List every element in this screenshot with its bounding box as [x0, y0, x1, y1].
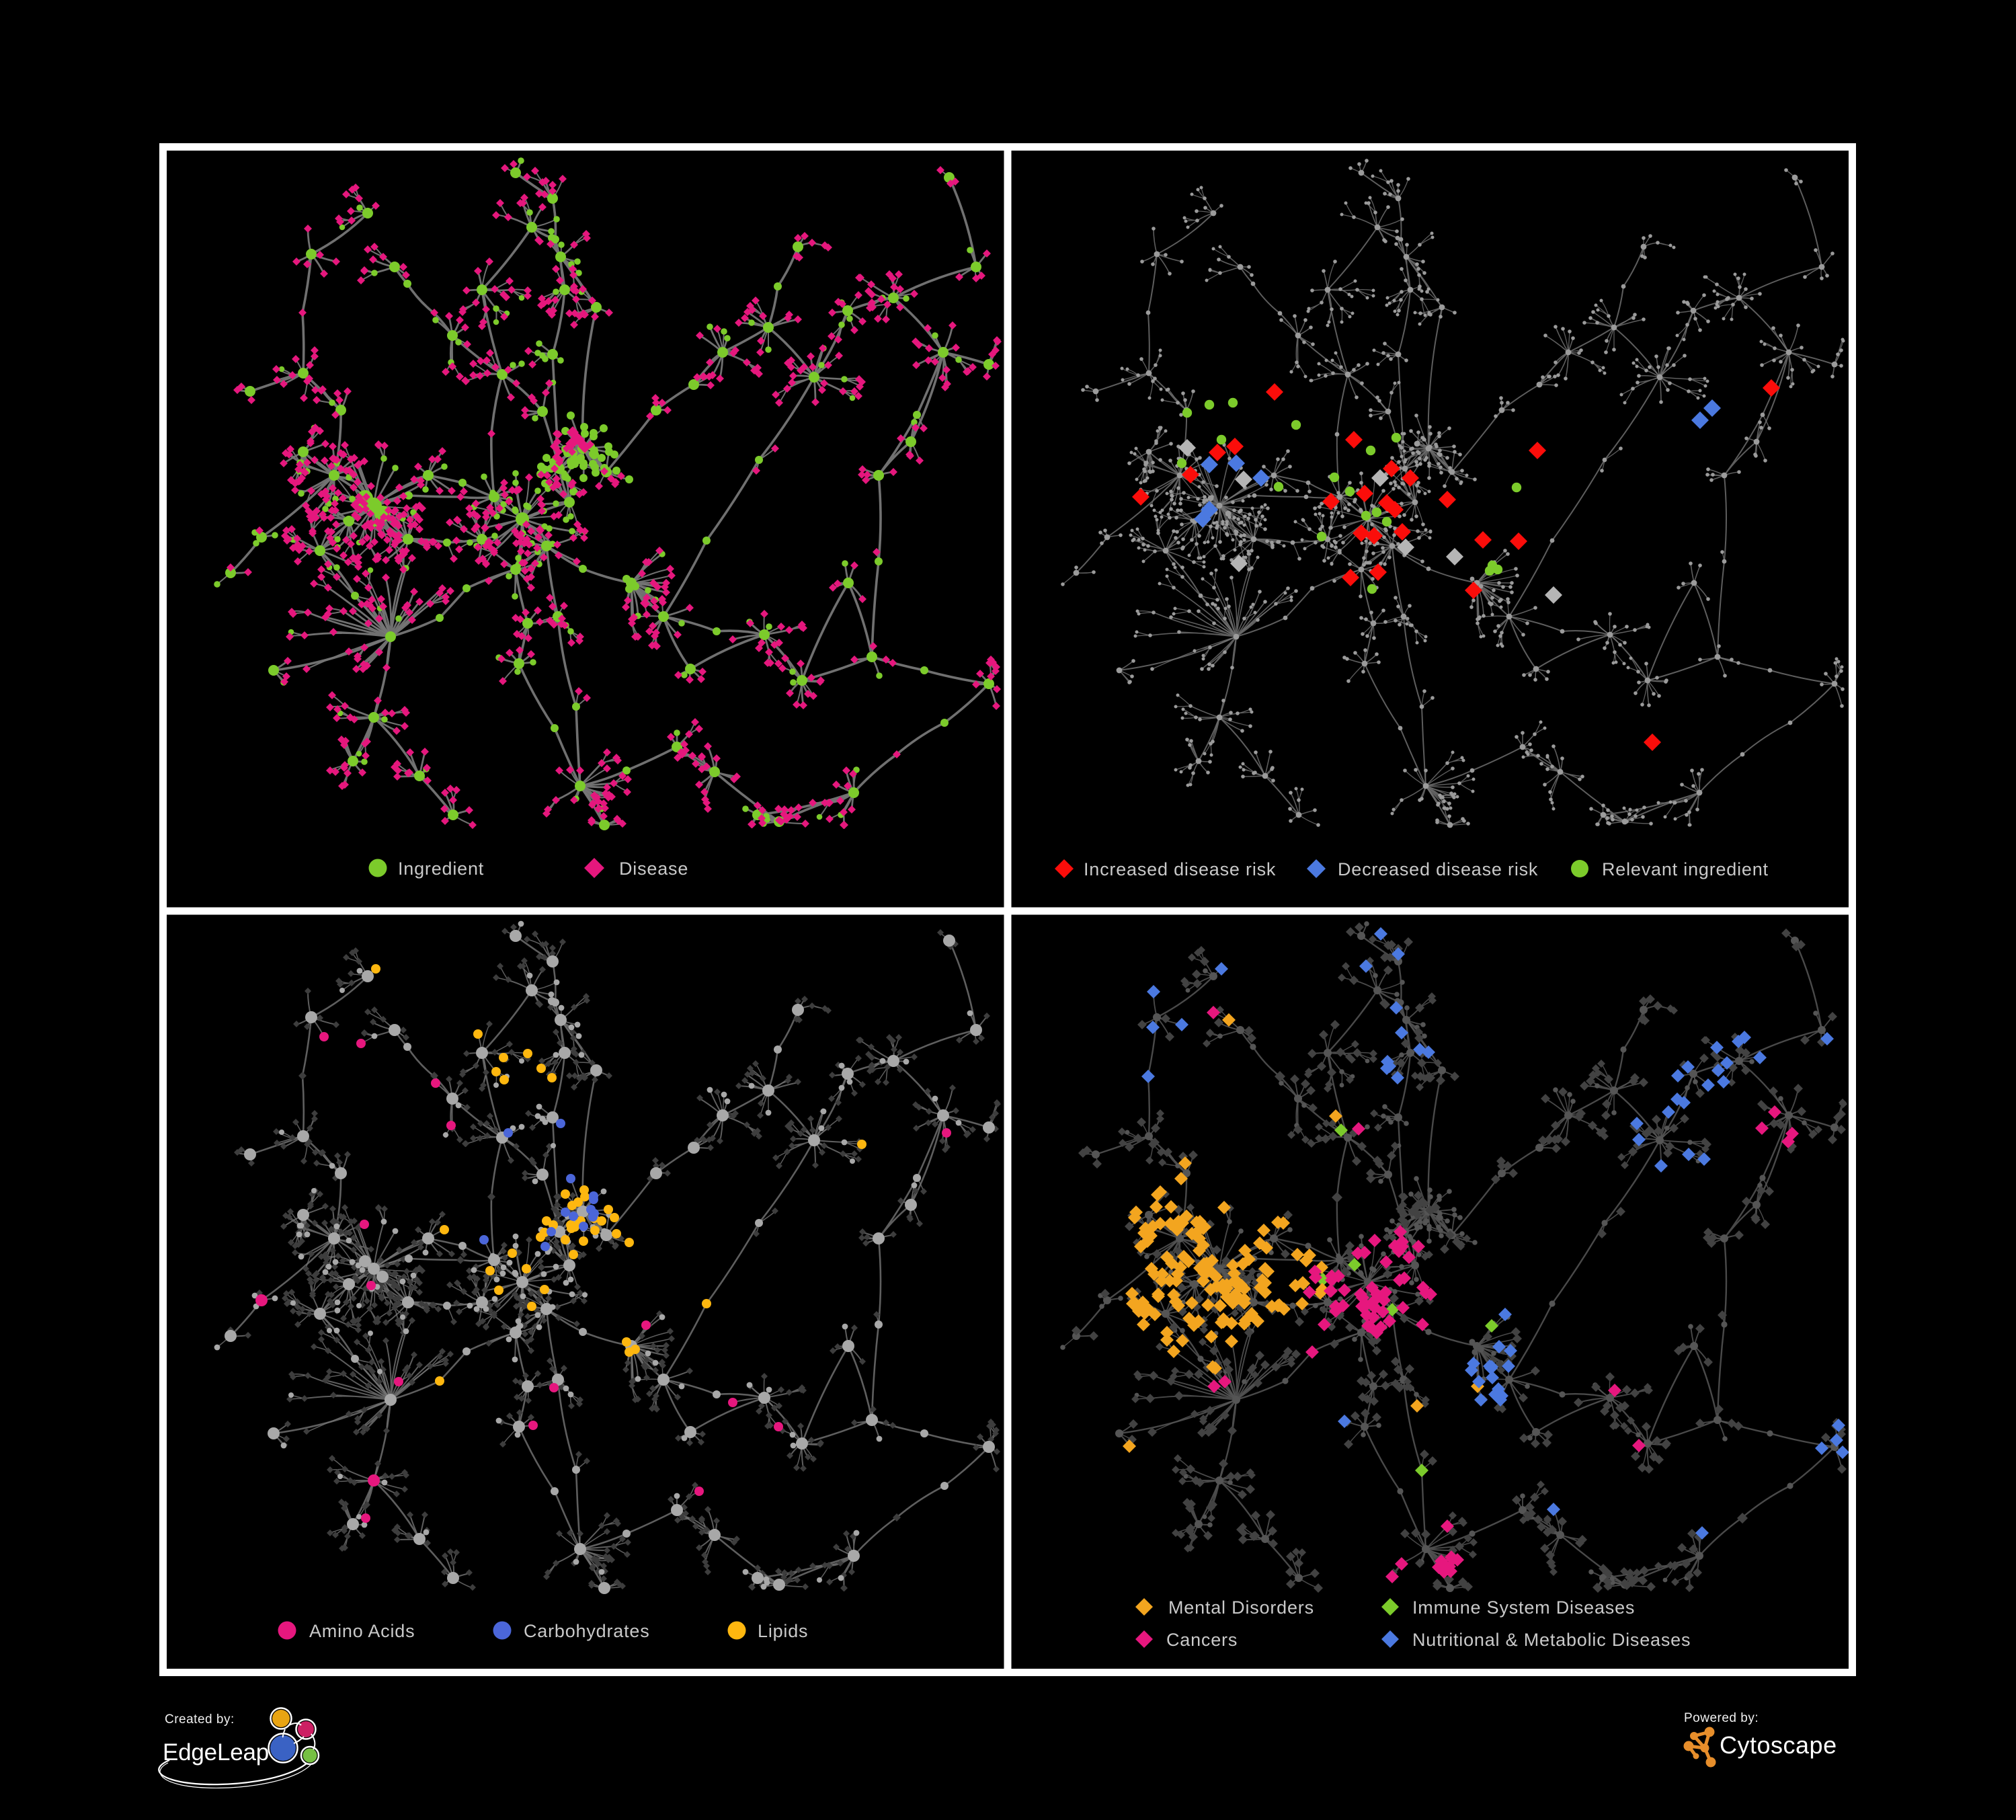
- svg-text:Decreased disease risk: Decreased disease risk: [1338, 859, 1538, 879]
- svg-text:Mental Disorders: Mental Disorders: [1168, 1597, 1314, 1618]
- svg-text:Cytoscape: Cytoscape: [1720, 1731, 1837, 1759]
- svg-text:Ingredient: Ingredient: [398, 859, 484, 879]
- svg-text:EdgeLeap: EdgeLeap: [163, 1739, 269, 1766]
- svg-text:Increased disease risk: Increased disease risk: [1084, 859, 1276, 879]
- svg-text:Disease: Disease: [619, 859, 688, 879]
- svg-text:Created by:: Created by:: [165, 1712, 235, 1727]
- svg-text:Immune System Diseases: Immune System Diseases: [1412, 1597, 1635, 1618]
- svg-text:Nutritional & Metabolic Diseas: Nutritional & Metabolic Diseases: [1412, 1630, 1691, 1650]
- svg-text:Powered by:: Powered by:: [1684, 1711, 1759, 1725]
- svg-text:Cancers: Cancers: [1166, 1630, 1238, 1650]
- svg-text:Lipids: Lipids: [758, 1621, 808, 1641]
- svg-text:Carbohydrates: Carbohydrates: [524, 1621, 650, 1641]
- svg-text:Relevant ingredient: Relevant ingredient: [1602, 859, 1769, 879]
- svg-text:Amino Acids: Amino Acids: [309, 1621, 415, 1641]
